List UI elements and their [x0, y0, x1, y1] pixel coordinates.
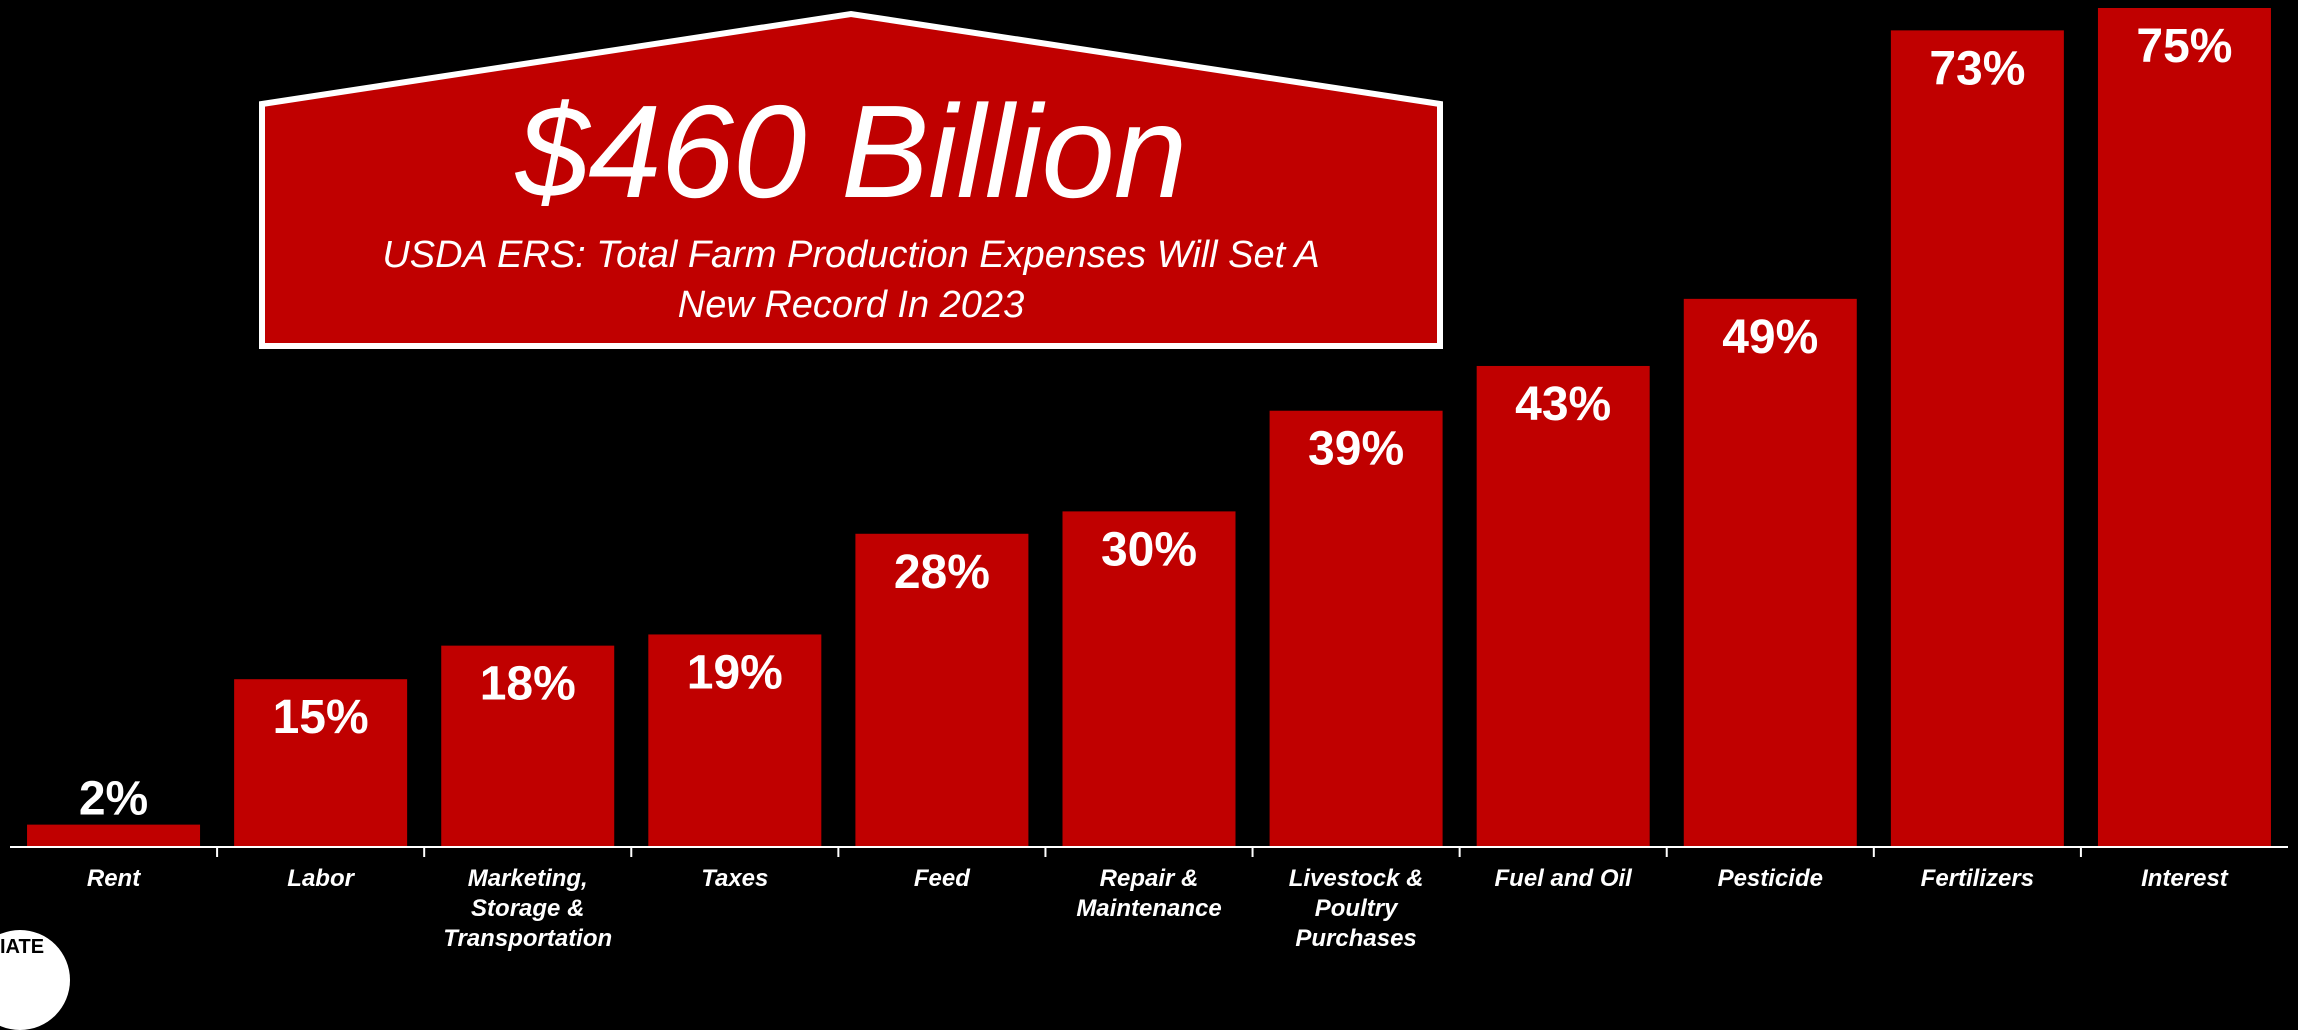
category-label-5: Repair & Maintenance [1076, 865, 1221, 922]
category-label-10: Interest [2141, 865, 2229, 892]
bar-10 [2097, 8, 2271, 847]
category-label-2: Marketing, Storage & Transportation [443, 865, 612, 952]
data-label-2: 18% [480, 658, 576, 711]
category-label-8: Pesticide [1718, 865, 1823, 892]
data-label-9: 73% [1929, 42, 2025, 95]
data-label-0: 2% [79, 773, 148, 826]
callout-box: $460 Billion USDA ERS: Total Farm Produc… [262, 86, 1440, 344]
callout-house-shape [259, 10, 1443, 349]
category-label-7: Fuel and Oil [1495, 865, 1634, 892]
category-label-1: Labor [287, 865, 355, 892]
bar-6 [1269, 410, 1443, 847]
data-label-8: 49% [1722, 311, 1818, 364]
category-label-6: Livestock & Poultry Purchases [1289, 865, 1424, 952]
bar-1 [234, 679, 408, 847]
bar-7 [1476, 365, 1650, 847]
bar-4 [855, 533, 1029, 847]
data-label-6: 39% [1308, 423, 1404, 476]
category-label-4: Feed [914, 865, 971, 892]
logo-text: IATE [0, 936, 45, 958]
bar-chart: 2% 15% 18% 19% 28% 30% 39% 43% 49% 73% 75% Rent Lab… [10, 8, 2288, 952]
data-label-3: 19% [687, 646, 783, 699]
bars-group: 2% 15% 18% 19% 28% 30% 39% 43% 49% 73% 75% [27, 8, 2271, 847]
category-label-3: Taxes [701, 865, 768, 892]
bar-0 [27, 824, 201, 847]
bar-8 [1683, 298, 1857, 847]
bar-9 [1890, 30, 2064, 847]
x-axis: Rent Labor Marketing, Storage & Transportati… [10, 846, 2288, 952]
data-label-4: 28% [894, 546, 990, 599]
callout-subtitle: USDA ERS: Total Farm Production Expenses… [382, 234, 1320, 326]
data-label-7: 43% [1515, 378, 1611, 431]
data-label-5: 30% [1101, 523, 1197, 576]
category-label-0: Rent [87, 865, 141, 892]
callout-headline: $460 Billion [515, 78, 1187, 225]
bar-2 [441, 645, 615, 847]
bar-5 [1062, 511, 1236, 847]
data-label-10: 75% [2136, 20, 2232, 73]
data-label-1: 15% [273, 691, 369, 744]
category-label-9: Fertilizers [1921, 865, 2034, 892]
bar-3 [648, 634, 822, 847]
